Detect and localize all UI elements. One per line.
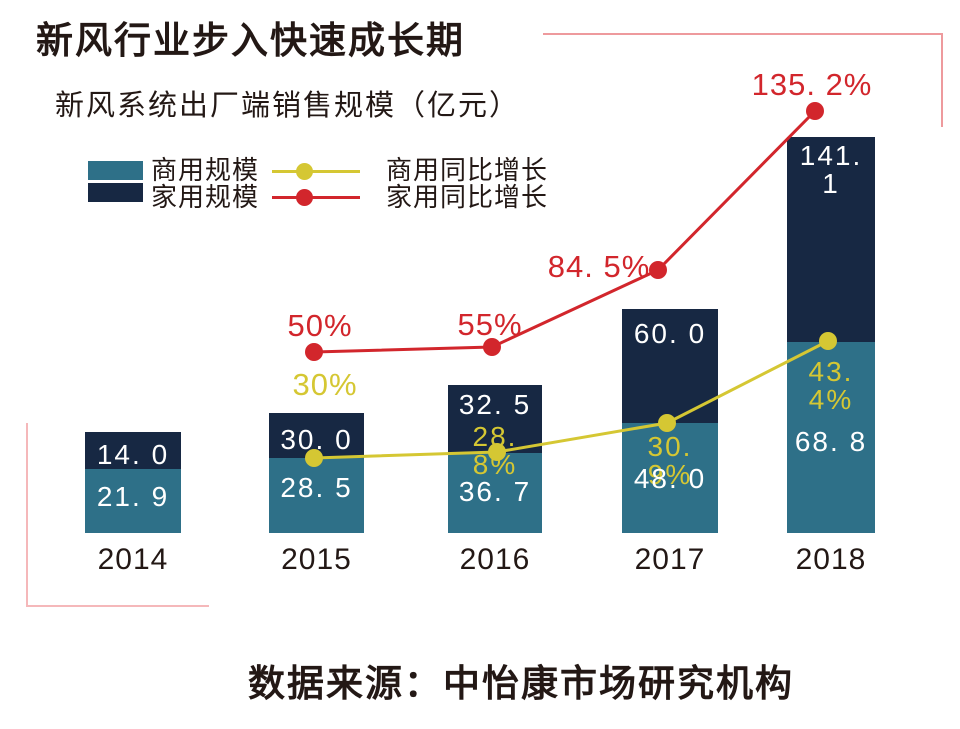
legend-label-household-growth: 家用同比增长 — [386, 182, 549, 212]
decorative-border-bottom-left — [26, 423, 209, 607]
year-label-2017: 2017 — [634, 543, 706, 576]
bar-value-household-2015: 30. 0 — [280, 424, 353, 455]
legend-label-household: 家用规模 — [151, 182, 260, 212]
commercial-growth-line — [313, 339, 829, 460]
legend-dot-household-growth — [296, 189, 313, 206]
bar-value-commercial-2016: 36. 7 — [458, 476, 532, 507]
year-label-2014: 2014 — [97, 543, 169, 576]
bar-segment-commercial-2016 — [448, 453, 542, 533]
legend-label-commercial-growth: 商用同比增长 — [386, 155, 549, 185]
bar-value-commercial-2017: 48. 0 — [633, 463, 707, 494]
year-label-2015: 2015 — [281, 543, 352, 576]
bar-segment-household-2014 — [85, 432, 181, 469]
bar-value-commercial-2018: 68. 8 — [794, 426, 868, 457]
bar-value-household-2018: 141. 1 — [799, 140, 863, 199]
source-caption: 数据来源：中怡康市场研究机构 — [248, 663, 794, 704]
growth-label-commercial-2018: 43. 4% — [808, 356, 854, 415]
bar-segment-commercial-2014 — [85, 469, 181, 533]
bar-value-household-2017: 60. 0 — [633, 318, 707, 349]
growth-label-household-2018: 135. 2% — [751, 67, 873, 102]
bar-value-commercial-2014: 21. 9 — [96, 481, 170, 512]
bar-value-commercial-2015: 28. 5 — [280, 472, 353, 503]
household-growth-point-2017 — [649, 261, 667, 279]
household-growth-line — [313, 109, 817, 354]
bar-value-household-2016: 32. 5 — [458, 389, 532, 420]
legend-dot-commercial-growth — [296, 163, 313, 180]
growth-label-commercial-2015: 30% — [292, 367, 358, 402]
decorative-border-top-right — [543, 33, 943, 127]
legend-swatch-commercial — [88, 161, 143, 180]
legend-label-commercial: 商用规模 — [151, 155, 260, 185]
growth-label-household-2015: 50% — [287, 308, 353, 343]
growth-label-commercial-2016: 28. 8% — [472, 421, 518, 480]
bar-value-household-2014: 14. 0 — [96, 439, 170, 470]
growth-label-household-2016: 55% — [457, 307, 523, 342]
legend-line-commercial-growth — [272, 170, 360, 173]
year-label-2016: 2016 — [459, 543, 531, 576]
growth-label-household-2017: 84. 5% — [547, 249, 651, 284]
page-title: 新风行业步入快速成长期 — [36, 20, 465, 61]
chart-subtitle: 新风系统出厂端销售规模（亿元） — [55, 90, 521, 122]
legend-swatch-household — [88, 183, 143, 202]
legend-line-household-growth — [272, 196, 360, 199]
bar-segment-commercial-2015 — [269, 458, 364, 533]
year-label-2018: 2018 — [795, 543, 867, 576]
household-growth-point-2015 — [305, 343, 323, 361]
